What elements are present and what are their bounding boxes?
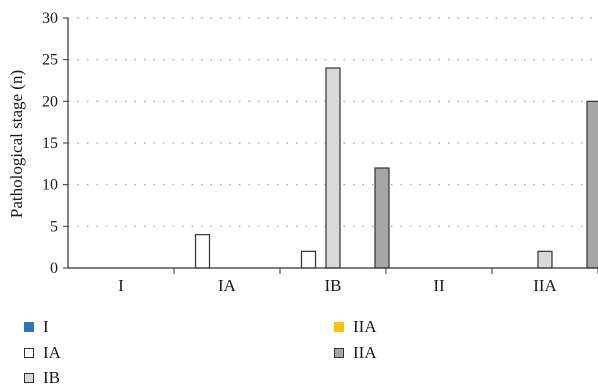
x-axis-ticks: I IA IB II IIA [118, 268, 598, 295]
x-tick-label: II [433, 276, 445, 295]
x-tick-label: IB [325, 276, 342, 295]
y-tick-label: 25 [42, 52, 58, 69]
legend-swatch [24, 322, 34, 332]
legend-label: IIA [353, 317, 377, 336]
bars [194, 67, 598, 269]
y-tick-label: 30 [42, 10, 58, 27]
y-tick-label: 0 [50, 260, 58, 277]
y-axis-ticks: 0 5 10 15 20 25 30 [42, 10, 68, 277]
legend-swatch [24, 348, 34, 358]
legend-item-iia-gray: IIA [334, 342, 377, 364]
legend-item-i: I [24, 316, 49, 338]
legend-label: IB [43, 368, 60, 387]
bar [325, 67, 341, 269]
y-tick-label: 5 [50, 218, 58, 235]
legend-swatch [334, 348, 344, 358]
y-tick-label: 20 [42, 93, 58, 110]
legend-swatch [24, 373, 34, 383]
y-tick-label: 15 [42, 135, 58, 152]
x-tick-label: IA [218, 276, 237, 295]
legend-label: IIA [353, 343, 377, 362]
legend-item-iia-yellow: IIA [334, 316, 377, 338]
bar [537, 250, 553, 269]
legend-item-ib: IB [24, 367, 60, 389]
y-axis-label: Pathological stage (n) [7, 70, 26, 218]
legend-label: I [43, 317, 49, 336]
bar [374, 167, 390, 269]
bar [300, 250, 317, 269]
bar [194, 234, 211, 269]
x-tick-label: IIA [533, 276, 557, 295]
bar [586, 100, 598, 269]
legend-label: IA [43, 343, 61, 362]
y-tick-label: 10 [42, 177, 58, 194]
x-tick-label: I [118, 276, 124, 295]
legend-item-ia: IA [24, 342, 61, 364]
legend-swatch [334, 322, 344, 332]
